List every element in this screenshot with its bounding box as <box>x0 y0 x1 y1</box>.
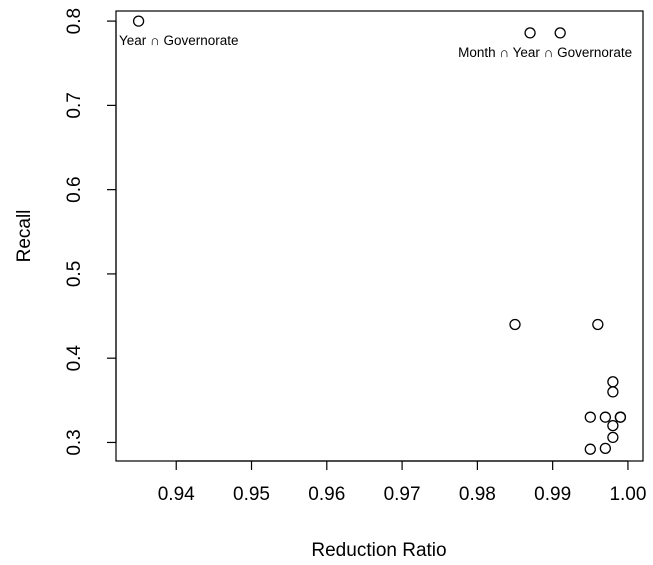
point-annotation: Year ∩ Governorate <box>119 33 239 48</box>
data-point <box>524 27 536 39</box>
x-tick-label: 0.97 <box>384 484 421 505</box>
y-tick-label: 0.5 <box>64 261 85 287</box>
data-point <box>607 431 619 444</box>
data-point <box>592 318 604 331</box>
data-point <box>132 15 145 27</box>
x-tick-label: 0.99 <box>534 484 571 505</box>
y-tick-label: 0.3 <box>64 429 85 455</box>
point-annotation: Month ∩ Year ∩ Governorate <box>458 45 632 60</box>
data-point <box>554 27 566 39</box>
data-point <box>584 443 596 455</box>
y-tick-label: 0.8 <box>64 8 85 34</box>
data-point <box>509 318 521 331</box>
plot-frame <box>115 10 644 462</box>
x-tick-label: 1.00 <box>609 484 646 505</box>
y-axis: 0.3 0.4 0.5 0.6 0.7 0.8 <box>64 8 117 456</box>
y-tick-label: 0.6 <box>64 176 85 202</box>
data-point <box>584 411 596 423</box>
data-point <box>599 411 612 423</box>
data-points <box>132 15 627 455</box>
x-axis-title: Reduction Ratio <box>311 540 446 561</box>
x-tick-label: 0.98 <box>459 484 496 505</box>
data-point <box>607 386 619 398</box>
annotations: Year ∩ Governorate Month ∩ Year ∩ Governo… <box>119 33 632 60</box>
y-tick-label: 0.7 <box>64 92 85 118</box>
y-axis-title: Recall <box>14 210 35 263</box>
x-tick-label: 0.94 <box>158 484 195 505</box>
data-point <box>599 442 612 455</box>
x-tick-label: 0.95 <box>233 484 270 505</box>
data-point <box>607 376 619 388</box>
x-axis: 0.94 0.95 0.96 0.97 0.98 0.99 1.00 <box>158 460 646 505</box>
data-point <box>614 411 627 423</box>
data-point <box>607 419 619 432</box>
y-tick-label: 0.4 <box>64 345 85 372</box>
x-tick-label: 0.96 <box>308 484 345 505</box>
